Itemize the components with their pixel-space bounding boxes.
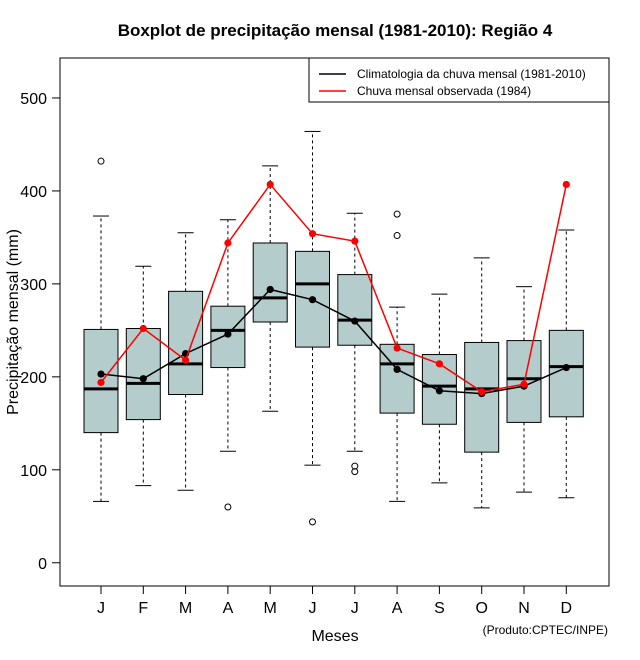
y-tick-label: 300 [20, 277, 47, 294]
observed-point [393, 344, 401, 352]
box-4 [210, 219, 246, 511]
box-group [83, 130, 584, 526]
box-iqr [168, 290, 204, 396]
climatology-point [435, 387, 443, 395]
observed-point [478, 388, 486, 396]
outlier-point [224, 503, 232, 511]
x-tick-label: D [561, 600, 573, 617]
x-axis-label: Meses [311, 628, 358, 645]
x-tick-label: J [97, 600, 105, 617]
legend-label-climatology: Climatologia da chuva mensal (1981-2010) [357, 67, 586, 81]
y-axis-label: Precipitação mensal (mm) [5, 229, 22, 415]
climatology-point [562, 363, 570, 372]
observed-point [266, 180, 274, 189]
x-tick-label: M [179, 600, 192, 617]
legend: Climatologia da chuva mensal (1981-2010)… [308, 57, 610, 103]
y-tick-label: 500 [20, 91, 47, 108]
box-iqr [548, 329, 584, 418]
series-lines [97, 180, 570, 398]
observed-point [435, 360, 443, 368]
y-tick-label: 200 [20, 370, 47, 387]
box-12 [548, 229, 584, 499]
observed-point [520, 380, 528, 388]
observed-point [182, 356, 190, 364]
x-tick-label: J [309, 600, 317, 617]
climatology-point [266, 285, 274, 294]
climatology-point [393, 365, 401, 374]
chart-title: Boxplot de precipitação mensal (1981-201… [118, 21, 553, 40]
x-tick-label: F [138, 600, 148, 617]
y-axis: 0 100 200 300 400 500 [20, 91, 61, 573]
x-tick-label: M [264, 600, 277, 617]
x-tick-label: A [392, 600, 403, 617]
observed-point [224, 239, 232, 247]
y-tick-label: 400 [20, 184, 47, 201]
x-tick-label: J [351, 600, 359, 617]
outlier-point [97, 157, 105, 165]
climatology-point [351, 317, 359, 325]
box-iqr [125, 328, 161, 421]
box-1 [83, 157, 119, 502]
box-3 [168, 232, 204, 491]
box-10 [464, 257, 500, 509]
climatology-line [100, 288, 567, 395]
box-iqr [252, 242, 288, 323]
credit-text: (Produto:CPTEC/INPE) [483, 623, 608, 637]
box-6 [295, 130, 330, 526]
x-tick-label: O [475, 600, 487, 617]
box-7 [337, 212, 373, 476]
legend-label-observed: Chuva mensal observada (1984) [357, 84, 531, 98]
climatology-point [97, 370, 105, 378]
observed-line [100, 183, 568, 393]
outlier-point [309, 518, 316, 526]
box-5 [252, 165, 288, 412]
y-tick-label: 100 [20, 463, 47, 480]
observed-point [139, 324, 147, 333]
observed-point [562, 180, 570, 189]
legend-box [308, 57, 610, 103]
observed-point [97, 378, 105, 387]
box-iqr [379, 343, 415, 414]
box-iqr [464, 341, 500, 453]
outlier-point [351, 468, 359, 476]
outlier-point [393, 210, 401, 218]
climatology-point [139, 375, 147, 383]
climatology-point [308, 296, 317, 304]
climatology-point [224, 330, 232, 338]
x-tick-label: S [434, 600, 445, 617]
y-tick-label: 0 [38, 556, 47, 573]
plot-frame [59, 57, 610, 587]
observed-point [308, 230, 317, 238]
x-tick-label: A [223, 600, 234, 617]
observed-point [351, 237, 359, 245]
outlier-point [393, 232, 401, 240]
x-tick-label: N [518, 600, 530, 617]
